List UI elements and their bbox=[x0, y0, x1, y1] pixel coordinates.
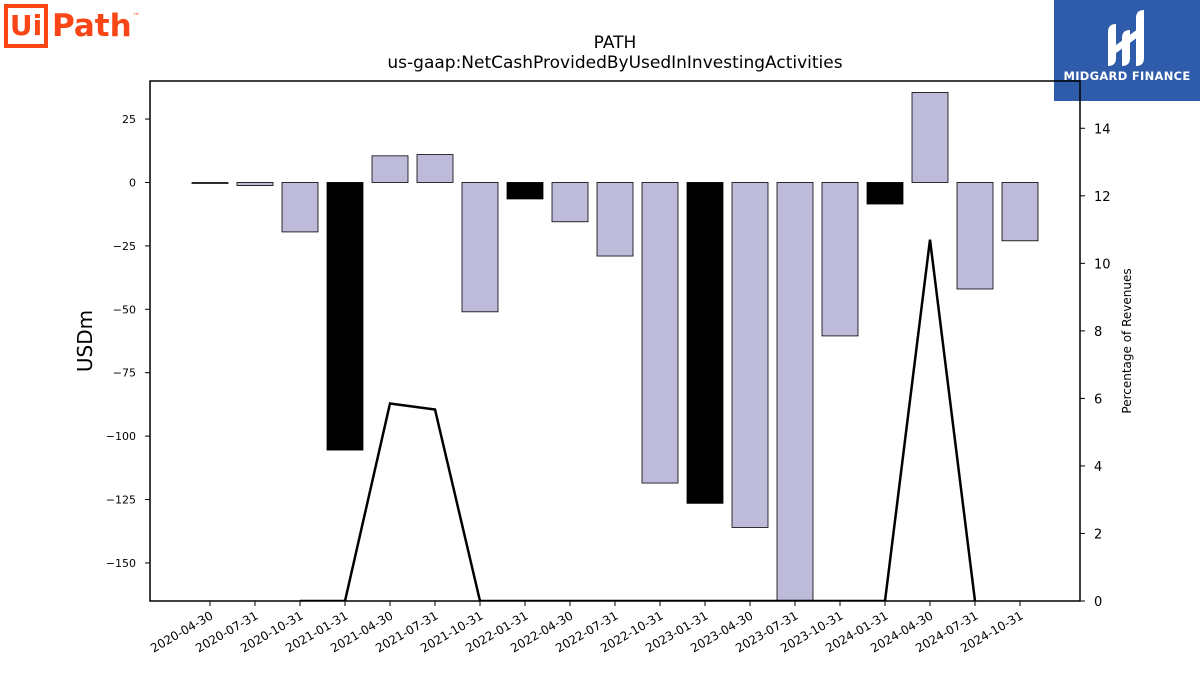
bar-2024-10-31 bbox=[1001, 182, 1039, 242]
y2-tick-label: 2 bbox=[1094, 527, 1102, 542]
bar-2022-07-31 bbox=[596, 182, 634, 257]
bar-2021-04-30 bbox=[371, 155, 409, 183]
y2-tick-label: 10 bbox=[1094, 257, 1111, 272]
y2-tick-label: 0 bbox=[1094, 595, 1102, 610]
y-axis-label: USDm bbox=[73, 310, 97, 372]
bar-2022-01-31 bbox=[506, 182, 544, 200]
bar-2020-04-30 bbox=[191, 182, 229, 184]
chart-subtitle: us-gaap:NetCashProvidedByUsedInInvesting… bbox=[387, 53, 842, 73]
chart-title: PATH bbox=[594, 33, 637, 53]
bar-2023-01-31 bbox=[686, 182, 724, 504]
bar-2023-04-30 bbox=[731, 182, 769, 528]
bars-group bbox=[191, 92, 1039, 601]
y-tick-label: −100 bbox=[106, 430, 136, 443]
bar-2023-07-31 bbox=[776, 182, 814, 601]
bar-2023-10-31 bbox=[821, 182, 859, 337]
midgard-finance-logo: MIDGARD FINANCE bbox=[1054, 0, 1200, 101]
y2-tick-label: 14 bbox=[1094, 122, 1111, 137]
bar-2022-10-31 bbox=[641, 182, 679, 484]
y-tick-label: 25 bbox=[122, 113, 136, 126]
uipath-logo: Ui Path ™ bbox=[4, 4, 140, 48]
y-tick-label: −125 bbox=[106, 494, 136, 507]
bar-2024-07-31 bbox=[956, 182, 994, 290]
bar-2021-10-31 bbox=[461, 182, 499, 313]
y-tick-label: −50 bbox=[113, 303, 136, 316]
bar-2021-07-31 bbox=[416, 154, 454, 183]
uipath-logo-path: Path bbox=[52, 8, 132, 44]
y2-tick-label: 4 bbox=[1094, 460, 1102, 475]
percentage-line bbox=[300, 239, 977, 601]
y2-tick-label: 8 bbox=[1094, 325, 1102, 340]
midgard-m-icon bbox=[1108, 10, 1144, 66]
y-tick-label: −75 bbox=[113, 367, 136, 380]
bar-2022-04-30 bbox=[551, 182, 589, 223]
bar-2021-01-31 bbox=[326, 182, 364, 451]
y2-tick-label: 12 bbox=[1094, 190, 1111, 205]
bar-2020-07-31 bbox=[236, 182, 274, 186]
uipath-logo-trademark: ™ bbox=[132, 12, 140, 20]
y-tick-label: −150 bbox=[106, 557, 136, 570]
bar-2024-04-30 bbox=[911, 92, 949, 183]
uipath-logo-ui: Ui bbox=[4, 4, 48, 48]
y-tick-label: 0 bbox=[129, 176, 136, 189]
bar-2020-10-31 bbox=[281, 182, 319, 233]
y-tick-label: −25 bbox=[113, 240, 136, 253]
y2-axis-label: Percentage of Revenues bbox=[1120, 268, 1134, 413]
bar-2024-01-31 bbox=[866, 182, 904, 205]
midgard-finance-name: MIDGARD FINANCE bbox=[1063, 69, 1191, 83]
y2-tick-label: 6 bbox=[1094, 392, 1102, 407]
